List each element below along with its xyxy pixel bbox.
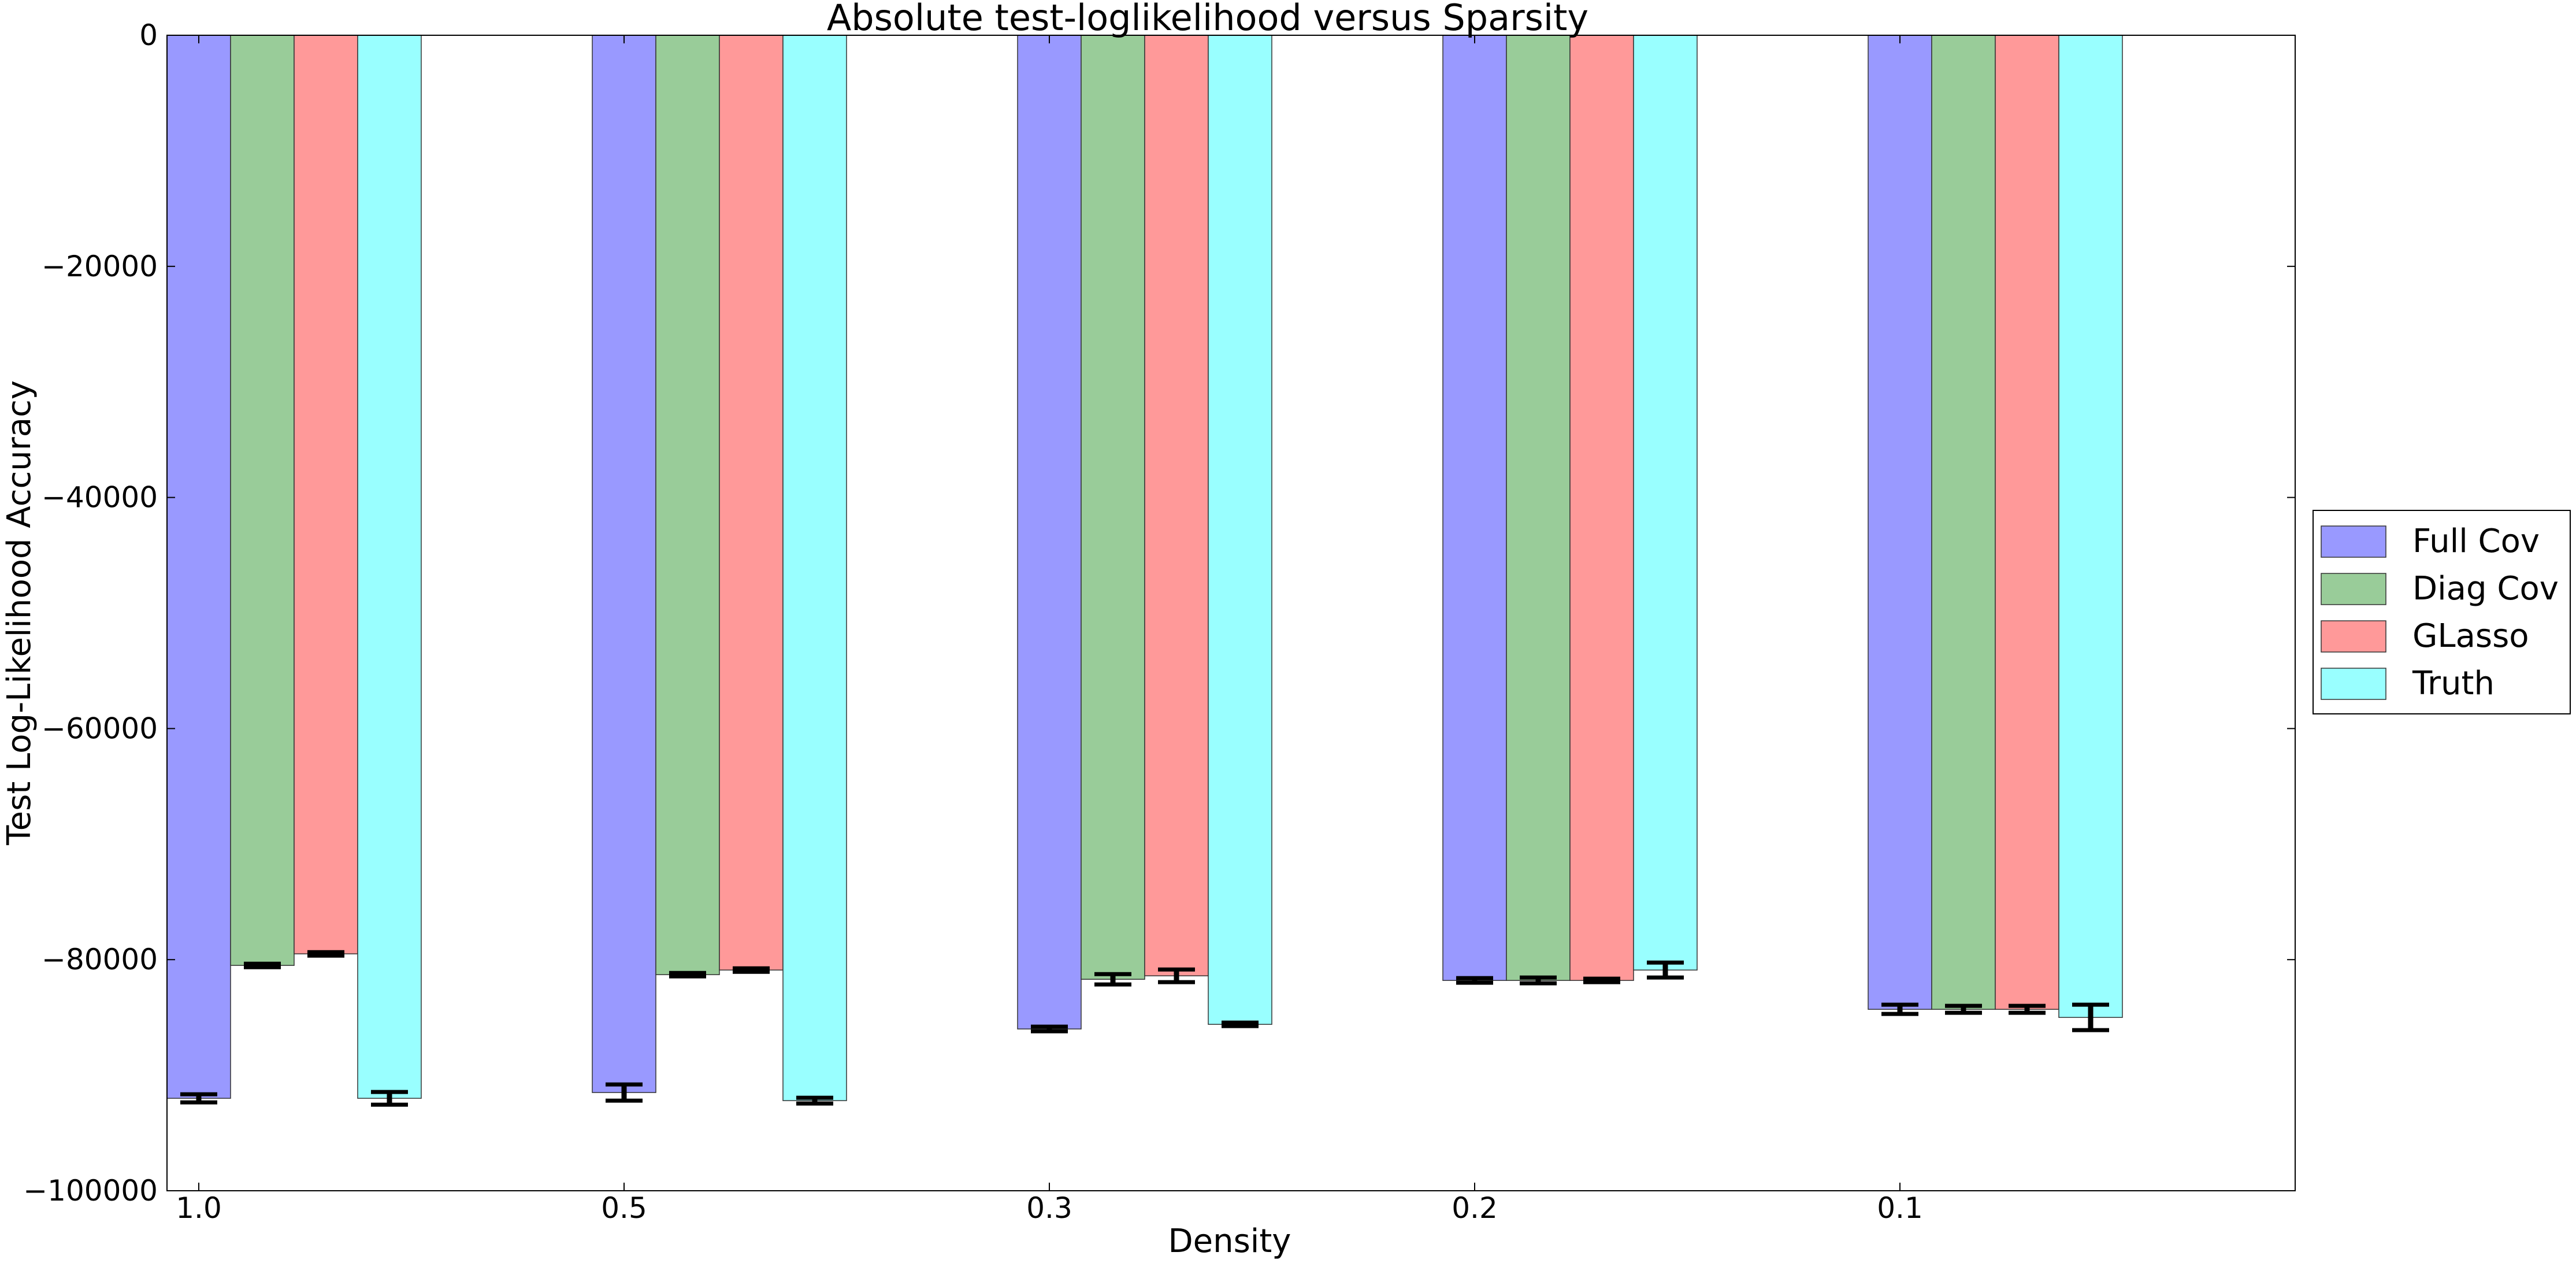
error-bar-full-cov-0.1 (1881, 1002, 1918, 1016)
legend-label-truth: Truth (2412, 665, 2495, 702)
legend-label-glasso: GLasso (2412, 617, 2529, 655)
y-tick-label: −60000 (42, 712, 158, 745)
legend-swatch-truth (2321, 668, 2386, 700)
bars-layer (166, 35, 2123, 1101)
bar-glasso-0.2 (1569, 35, 1634, 981)
bar-glasso-0.1 (1995, 35, 2059, 1010)
legend-swatch-glasso (2321, 620, 2386, 653)
y-tick-label: 0 (139, 18, 158, 52)
legend: Full Cov Diag Cov GLasso Truth (2313, 510, 2571, 714)
error-bar-diag-cov-0.3 (1094, 972, 1131, 987)
bar-diag-cov-0.3 (1081, 35, 1145, 980)
x-tick-label: 0.1 (1877, 1191, 1923, 1225)
error-bar-glasso-0.5 (733, 966, 770, 974)
error-bar-glasso-0.2 (1583, 976, 1620, 984)
bar-full-cov-0.3 (1017, 35, 1082, 1029)
bar-truth-0.5 (782, 35, 847, 1101)
x-tick-label: 0.3 (1026, 1191, 1072, 1225)
bar-diag-cov-0.1 (1931, 35, 1996, 1010)
legend-swatch-full-cov (2321, 525, 2386, 558)
error-bar-truth-0.2 (1647, 960, 1684, 980)
error-bar-glasso-1.0 (307, 950, 344, 958)
legend-label-diag-cov: Diag Cov (2412, 570, 2559, 608)
legend-swatch-diag-cov (2321, 573, 2386, 605)
y-axis-label: Test Log-Likelihood Accuracy (1, 380, 38, 846)
x-axis-ticks: 1.0 0.5 0.3 0.2 0.1 (176, 35, 1923, 1225)
bar-glasso-0.3 (1144, 35, 1209, 976)
bar-truth-1.0 (357, 35, 422, 1099)
bar-truth-0.1 (2058, 35, 2123, 1018)
y-tick-label: −20000 (42, 250, 158, 283)
error-bar-glasso-0.3 (1158, 967, 1195, 984)
bar-diag-cov-0.5 (655, 35, 720, 975)
legend-label-full-cov: Full Cov (2412, 523, 2540, 560)
bar-full-cov-0.1 (1868, 35, 1932, 1010)
bar-full-cov-0.2 (1442, 35, 1507, 981)
y-tick-label: −40000 (42, 481, 158, 514)
bar-truth-0.2 (1633, 35, 1698, 971)
error-bar-truth-0.5 (796, 1095, 833, 1106)
error-bar-truth-1.0 (371, 1090, 408, 1107)
bar-diag-cov-0.2 (1506, 35, 1571, 981)
error-bars-layer (180, 950, 2109, 1107)
x-tick-label: 0.2 (1452, 1191, 1498, 1225)
error-bar-diag-cov-0.2 (1520, 975, 1557, 986)
bar-full-cov-1.0 (166, 35, 231, 1099)
y-tick-label: −80000 (42, 943, 158, 976)
error-bar-truth-0.1 (2072, 1002, 2109, 1032)
bar-truth-0.3 (1208, 35, 1272, 1025)
error-bar-glasso-0.1 (2009, 1003, 2046, 1015)
error-bar-full-cov-0.3 (1031, 1024, 1068, 1034)
error-bar-full-cov-0.5 (606, 1082, 643, 1103)
plot-frame (166, 35, 2296, 1191)
y-tick-label: −100000 (23, 1174, 158, 1208)
error-bar-diag-cov-1.0 (244, 961, 281, 969)
error-bar-full-cov-1.0 (180, 1092, 217, 1105)
bar-glasso-0.5 (719, 35, 784, 971)
y-axis-ticks: 0 −20000 −40000 −60000 −80000 −100000 (23, 18, 2295, 1208)
x-tick-label: 0.5 (601, 1191, 647, 1225)
x-tick-label: 1.0 (176, 1191, 222, 1225)
error-bar-full-cov-0.2 (1456, 976, 1493, 985)
bar-glasso-1.0 (294, 35, 358, 954)
error-bar-truth-0.3 (1222, 1020, 1259, 1028)
error-bar-diag-cov-0.1 (1945, 1003, 1982, 1015)
error-bar-diag-cov-0.5 (669, 971, 706, 979)
x-axis-label: Density (1168, 1223, 1291, 1260)
chart-title: Absolute test-loglikelihood versus Spars… (827, 0, 1588, 39)
bar-full-cov-0.5 (592, 35, 656, 1093)
bar-diag-cov-1.0 (230, 35, 295, 966)
